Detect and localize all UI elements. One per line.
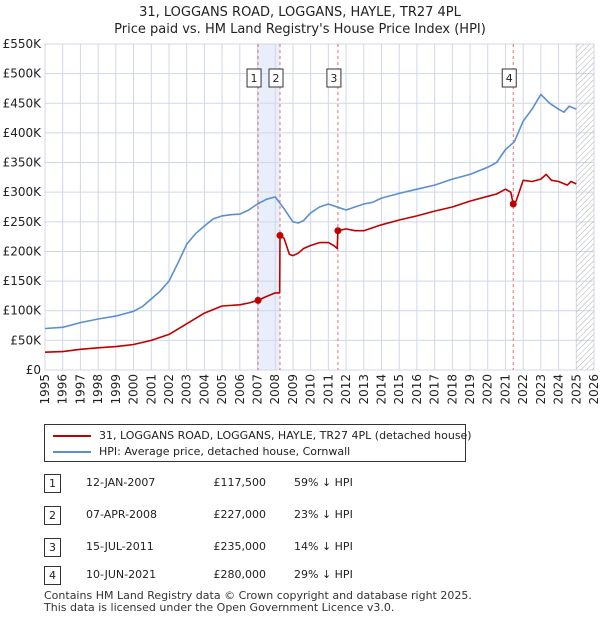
y-tick-label: £350K (3, 156, 43, 170)
transaction-hpi: 29% ↓ HPI (294, 568, 353, 581)
x-tick-label: 2000 (127, 374, 141, 405)
x-tick-label: 2007 (251, 374, 265, 405)
sale-marker-box (501, 68, 517, 88)
hpi-line (45, 93, 577, 330)
x-tick-label: 2022 (516, 374, 530, 405)
x-tick-label: 2016 (410, 374, 424, 405)
legend-item-property: 31, LOGGANS ROAD, LOGGANS, HAYLE, TR27 4… (53, 428, 472, 444)
transaction-number: 1 (44, 474, 61, 493)
transaction-date: 12-JAN-2007 (86, 476, 156, 489)
sale-point (509, 200, 517, 208)
transaction-price: £117,500 (213, 476, 267, 489)
title-address: 31, LOGGANS ROAD, LOGGANS, HAYLE, TR27 4… (139, 5, 461, 20)
transaction-hpi: 59% ↓ HPI (294, 476, 353, 489)
x-tick-label: 2015 (392, 374, 406, 405)
y-tick-label: £500K (3, 67, 43, 81)
y-tick-label: £200K (3, 244, 43, 258)
sale-point (334, 227, 342, 235)
property-price-line (45, 173, 577, 353)
transaction-hpi: 23% ↓ HPI (294, 508, 353, 521)
x-tick-label: 2001 (144, 374, 158, 405)
future-hatch-area (576, 44, 594, 370)
footer-notice: Contains HM Land Registry data © Crown c… (44, 590, 472, 614)
sale-point (276, 231, 284, 239)
y-tick-label: £50K (10, 333, 42, 347)
x-tick-label: 2010 (304, 374, 318, 405)
y-tick-label: £250K (3, 215, 43, 229)
transaction-price: £227,000 (213, 508, 267, 521)
legend: 31, LOGGANS ROAD, LOGGANS, HAYLE, TR27 4… (44, 424, 472, 462)
sale-marker-label: 1 (251, 72, 258, 85)
x-tick-label: 2023 (534, 374, 548, 405)
table-row: 3 15-JUL-2011 £235,000 14% ↓ HPI (44, 538, 444, 557)
x-tick-label: 2019 (463, 374, 477, 405)
highlight-band (258, 44, 281, 370)
sale-marker-box (246, 68, 262, 88)
x-tick-label: 2006 (233, 374, 247, 405)
sale-marker-label: 2 (273, 72, 280, 85)
legend-swatch-property (53, 435, 91, 437)
legend-label-property: 31, LOGGANS ROAD, LOGGANS, HAYLE, TR27 4… (99, 429, 472, 442)
transaction-number: 3 (44, 538, 61, 557)
sale-marker-label: 3 (330, 72, 337, 85)
x-tick-label: 2021 (498, 374, 512, 405)
x-tick-label: 1996 (56, 374, 70, 405)
y-tick-label: £400K (3, 126, 43, 140)
transaction-price: £235,000 (213, 540, 267, 553)
legend-swatch-hpi (53, 451, 91, 453)
sale-marker-label: 4 (506, 72, 513, 85)
x-tick-label: 2026 (587, 374, 600, 405)
table-row: 4 10-JUN-2021 £280,000 29% ↓ HPI (44, 566, 444, 585)
x-tick-label: 2024 (552, 374, 566, 405)
x-tick-label: 2025 (569, 374, 583, 405)
table-row: 2 07-APR-2008 £227,000 23% ↓ HPI (44, 506, 444, 525)
x-tick-label: 2008 (268, 374, 282, 405)
y-tick-label: £100K (3, 304, 43, 318)
x-tick-label: 2020 (481, 374, 495, 405)
x-tick-label: 2003 (180, 374, 194, 405)
x-tick-label: 2005 (215, 374, 229, 405)
x-tick-label: 2004 (197, 374, 211, 405)
y-tick-label: £0 (26, 363, 41, 377)
x-tick-label: 2011 (321, 374, 335, 405)
x-tick-label: 1997 (73, 374, 87, 405)
x-tick-label: 2013 (357, 374, 371, 405)
y-tick-label: £550K (3, 37, 43, 51)
transaction-hpi: 14% ↓ HPI (294, 540, 353, 553)
sale-point (254, 296, 262, 304)
y-tick-label: £300K (3, 185, 43, 199)
footer-copyright: Contains HM Land Registry data © Crown c… (44, 589, 472, 602)
table-row: 1 12-JAN-2007 £117,500 59% ↓ HPI (44, 474, 444, 493)
x-tick-label: 2012 (339, 374, 353, 405)
transaction-date: 10-JUN-2021 (86, 568, 157, 581)
legend-item-hpi: HPI: Average price, detached house, Corn… (53, 444, 350, 460)
transaction-number: 4 (44, 566, 61, 585)
chart-title: 31, LOGGANS ROAD, LOGGANS, HAYLE, TR27 4… (0, 4, 600, 38)
x-tick-label: 1998 (91, 374, 105, 405)
transaction-number: 2 (44, 506, 61, 525)
x-tick-label: 1995 (38, 374, 52, 405)
sale-marker-box (268, 68, 284, 88)
legend-label-hpi: HPI: Average price, detached house, Corn… (99, 445, 351, 458)
x-tick-label: 2014 (374, 374, 388, 405)
footer-licence: This data is licensed under the Open Gov… (44, 601, 395, 614)
y-tick-label: £450K (3, 96, 43, 110)
x-tick-label: 2018 (445, 374, 459, 405)
title-subtitle: Price paid vs. HM Land Registry's House … (114, 22, 486, 37)
price-chart: 1 2 3 4 £0 £50K £100K £150K £200K £250K £300K £350… (3, 37, 600, 405)
x-tick-label: 2009 (286, 374, 300, 405)
x-tick-label: 2002 (162, 374, 176, 405)
x-tick-label: 2017 (428, 374, 442, 405)
sale-marker-box (326, 68, 342, 88)
transaction-date: 07-APR-2008 (86, 508, 158, 521)
y-tick-label: £150K (3, 274, 43, 288)
x-tick-label: 1999 (109, 374, 123, 405)
transaction-price: £280,000 (213, 568, 267, 581)
transaction-date: 15-JUL-2011 (86, 540, 154, 553)
